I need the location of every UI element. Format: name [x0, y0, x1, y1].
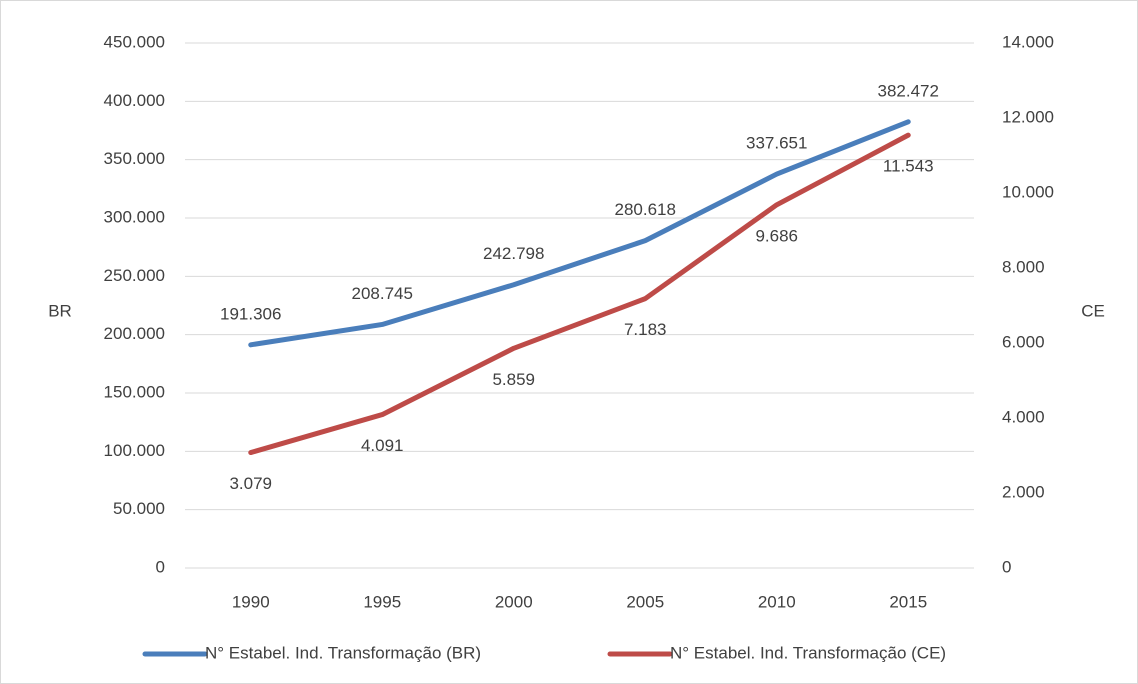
series-line: [248, 132, 911, 456]
x-tick-label: 2015: [889, 592, 927, 611]
data-label: 191.306: [220, 304, 281, 323]
data-label: 7.183: [624, 320, 667, 339]
y-axis-title: BR: [48, 301, 72, 320]
y-tick-label: 300.000: [104, 207, 165, 226]
y-tick-label: 150.000: [104, 382, 165, 401]
y2-tick-label: 12.000: [1002, 107, 1054, 126]
y2-tick-label: 0: [1002, 557, 1011, 576]
data-label: 280.618: [615, 200, 676, 219]
y2-tick-label: 8.000: [1002, 257, 1045, 276]
y2-tick-label: 4.000: [1002, 407, 1045, 426]
data-label: 3.079: [229, 474, 272, 493]
y2-tick-label: 2.000: [1002, 482, 1045, 501]
y-tick-label: 350.000: [104, 149, 165, 168]
data-label: 11.543: [883, 157, 934, 176]
data-label: 242.798: [483, 244, 544, 263]
data-label: 382.472: [878, 81, 939, 100]
y2-tick-label: 14.000: [1002, 32, 1054, 51]
y-tick-label: 50.000: [113, 499, 165, 518]
x-tick-label: 2000: [495, 592, 533, 611]
y-tick-label: 250.000: [104, 266, 165, 285]
y-tick-label: 100.000: [104, 441, 165, 460]
data-label: 337.651: [746, 134, 807, 153]
y2-axis-title: CE: [1081, 301, 1105, 320]
series-line: [248, 119, 911, 348]
legend-label: N° Estabel. Ind. Transformação (CE): [670, 643, 946, 662]
y-tick-label: 400.000: [104, 91, 165, 110]
data-label: 4.091: [361, 436, 404, 455]
y-tick-label: 0: [156, 557, 165, 576]
x-tick-label: 2005: [626, 592, 664, 611]
data-label: 9.686: [755, 226, 798, 245]
y-tick-label: 450.000: [104, 32, 165, 51]
x-tick-label: 1995: [363, 592, 401, 611]
data-label: 208.745: [352, 284, 413, 303]
y-tick-label: 200.000: [104, 324, 165, 343]
legend-label: N° Estabel. Ind. Transformação (BR): [205, 643, 481, 662]
y2-tick-label: 10.000: [1002, 182, 1054, 201]
x-tick-label: 1990: [232, 592, 270, 611]
data-label: 5.859: [492, 370, 535, 389]
x-tick-label: 2010: [758, 592, 796, 611]
y2-tick-label: 6.000: [1002, 332, 1045, 351]
